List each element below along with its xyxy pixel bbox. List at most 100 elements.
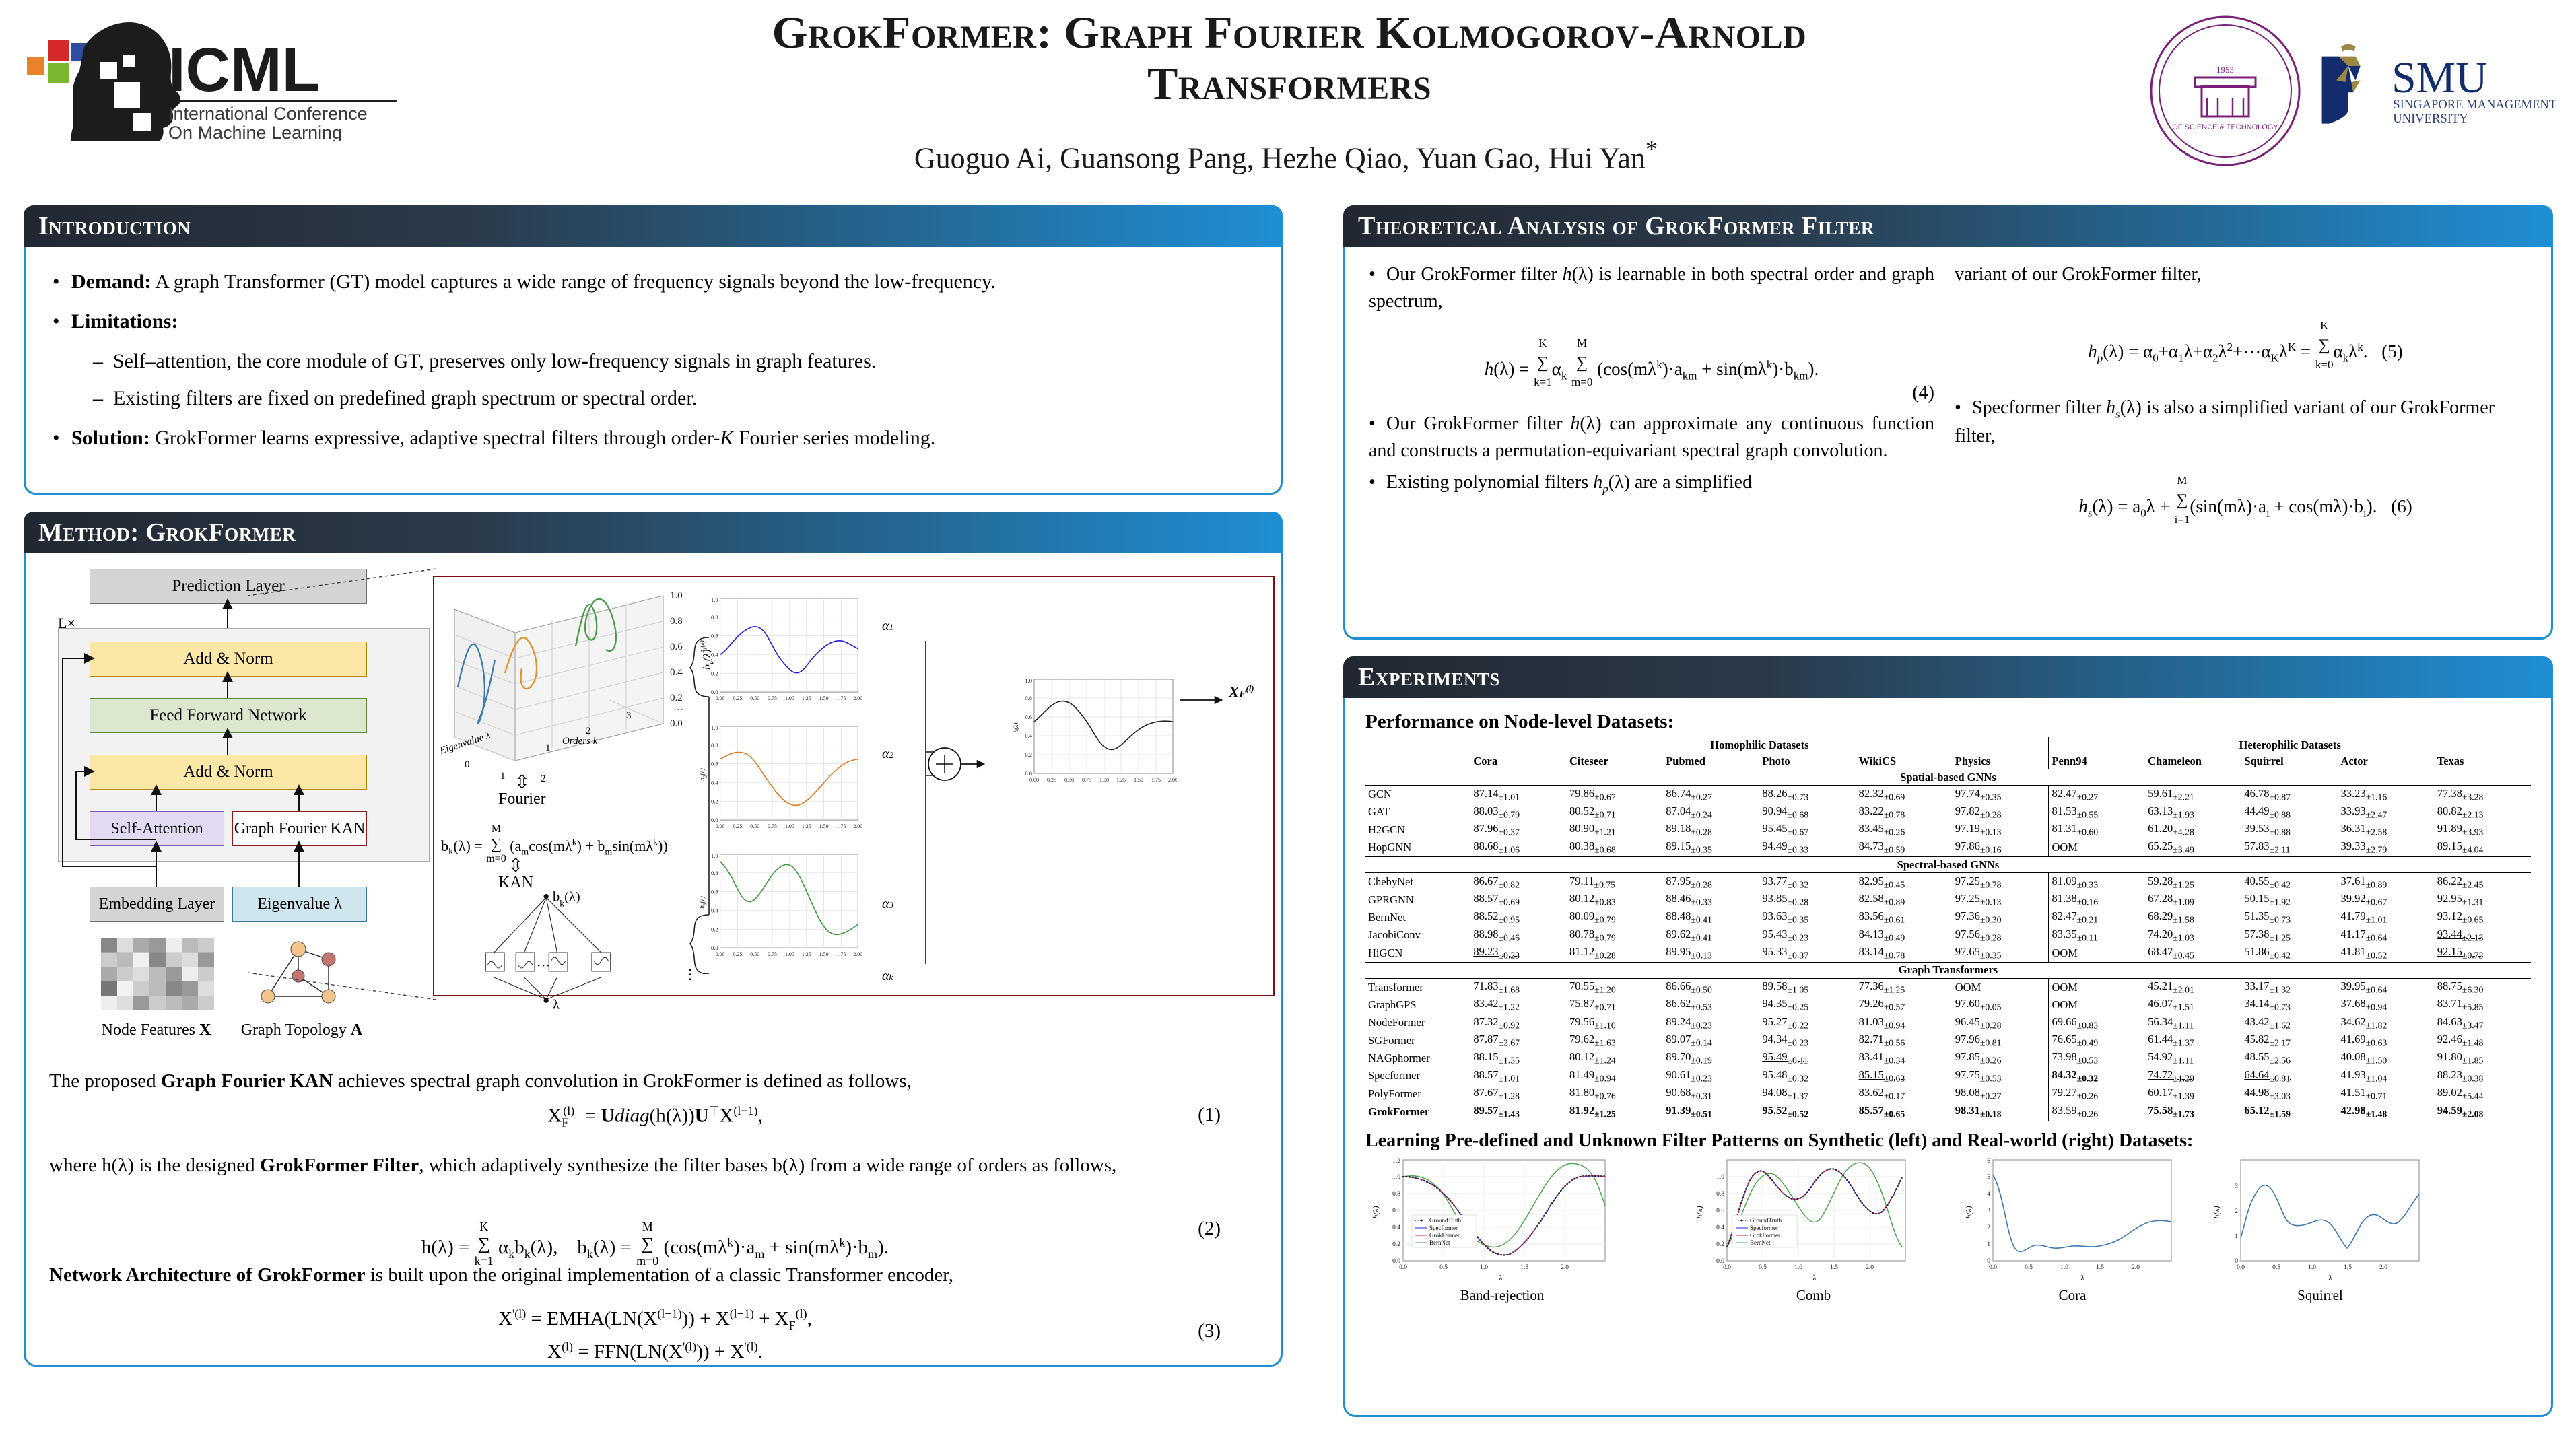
svg-text:0.75: 0.75 [768,695,777,701]
svg-text:1.00: 1.00 [785,823,794,829]
svg-text:UNIVERSITY: UNIVERSITY [2393,112,2468,126]
svg-text:h(λ): h(λ) [1965,1206,1973,1218]
svg-text:0.8: 0.8 [1716,1191,1724,1198]
svg-text:1.00: 1.00 [1099,777,1109,783]
svg-text:1.00: 1.00 [785,695,794,701]
svg-text:0.8: 0.8 [1392,1191,1400,1198]
svg-text:1.25: 1.25 [802,823,811,829]
svg-text:1.5: 1.5 [1520,1264,1528,1271]
svg-text:0.0: 0.0 [1723,1264,1731,1271]
svg-text:1.0: 1.0 [2060,1264,2068,1271]
svg-text:1.0: 1.0 [711,724,718,731]
svg-text:BernNet: BernNet [1429,1239,1450,1246]
svg-text:2: 2 [1987,1224,1990,1231]
svg-text:1.25: 1.25 [802,951,811,957]
svg-text:3: 3 [1987,1208,1990,1214]
svg-text:0.8: 0.8 [711,614,718,621]
svg-text:0.0: 0.0 [1025,770,1032,777]
svg-text:1.0: 1.0 [670,590,683,601]
svg-text:0.5: 0.5 [1439,1264,1448,1271]
svg-text:1953: 1953 [2216,65,2234,75]
svg-text:λ: λ [2328,1273,2332,1282]
svg-text:0.6: 0.6 [1025,714,1032,720]
svg-text:1.2: 1.2 [1392,1158,1400,1165]
svg-text:0.2: 0.2 [711,926,718,932]
svg-text:1.75: 1.75 [836,823,846,829]
svg-text:0.5: 0.5 [1759,1264,1767,1271]
svg-text:1.50: 1.50 [1134,777,1143,783]
svg-text:3: 3 [2235,1183,2238,1190]
svg-text:0.4: 0.4 [1716,1224,1724,1231]
svg-text:1.0: 1.0 [2308,1264,2316,1271]
svg-text:GroundTruth: GroundTruth [1750,1217,1782,1224]
svg-text:International Conference: International Conference [168,104,368,124]
svg-text:λ: λ [1812,1273,1816,1282]
svg-text:0.50: 0.50 [750,695,759,701]
svg-text:OF SCIENCE & TECHNOLOGY: OF SCIENCE & TECHNOLOGY [2172,123,2278,131]
svg-text:5: 5 [1987,1174,1990,1181]
svg-text:3: 3 [626,710,632,721]
svg-text:0.2: 0.2 [711,670,718,677]
svg-text:0.75: 0.75 [768,951,777,957]
svg-text:0.0: 0.0 [711,689,718,695]
svg-text:Specformer: Specformer [1429,1224,1458,1231]
svg-text:h(λ): h(λ) [1371,1206,1380,1218]
svg-text:SINGAPORE MANAGEMENT: SINGAPORE MANAGEMENT [2393,98,2557,112]
svg-text:b2(λ): b2(λ) [699,768,708,781]
svg-text:0.25: 0.25 [733,951,742,957]
svg-text:2.00: 2.00 [1168,777,1177,783]
svg-text:SMU: SMU [2392,53,2487,102]
svg-text:0.6: 0.6 [711,889,718,895]
svg-text:On Machine Learning: On Machine Learning [168,123,342,141]
svg-text:1: 1 [1987,1241,1990,1248]
svg-text:h(λ): h(λ) [1695,1206,1704,1218]
svg-text:ICML: ICML [168,36,320,104]
svg-text:GroundTruth: GroundTruth [1429,1217,1462,1224]
svg-text:0.4: 0.4 [711,779,718,786]
svg-text:0.0: 0.0 [1399,1264,1407,1271]
svg-text:1.5: 1.5 [2096,1264,2104,1271]
svg-text:1.0: 1.0 [711,596,718,603]
svg-text:0.0: 0.0 [1989,1264,1997,1271]
svg-text:0.0: 0.0 [711,944,718,951]
svg-text:1.5: 1.5 [2344,1264,2352,1271]
svg-text:GrokFormer: GrokFormer [1429,1232,1460,1239]
svg-text:0.75: 0.75 [768,823,777,829]
svg-text:2.00: 2.00 [853,823,862,829]
svg-text:1.0: 1.0 [711,852,718,859]
svg-text:0.8: 0.8 [670,616,683,627]
svg-text:1: 1 [2235,1233,2238,1240]
svg-text:h(λ): h(λ) [1013,722,1020,732]
svg-text:0.0: 0.0 [2237,1264,2245,1271]
svg-text:2.0: 2.0 [2379,1264,2387,1271]
svg-text:BernNet: BernNet [1750,1239,1771,1246]
svg-text:2: 2 [586,726,591,736]
svg-text:0.8: 0.8 [711,870,718,876]
svg-text:b3(λ): b3(λ) [699,896,708,909]
svg-text:λ: λ [553,997,560,1012]
svg-text:0.0: 0.0 [670,718,683,729]
svg-text:0.5: 0.5 [2272,1264,2280,1271]
svg-text:0.2: 0.2 [711,798,718,804]
svg-text:1.25: 1.25 [802,695,811,701]
svg-text:0.00: 0.00 [1029,777,1039,783]
svg-text:0.6: 0.6 [711,633,718,640]
svg-text:0.4: 0.4 [1025,732,1032,739]
svg-text:λ: λ [2080,1273,2084,1282]
svg-text:0.50: 0.50 [750,951,759,957]
svg-text:0.8: 0.8 [1025,695,1032,701]
svg-text:2.0: 2.0 [1561,1264,1569,1271]
svg-text:0.50: 0.50 [750,823,759,829]
svg-text:0.00: 0.00 [716,695,725,701]
svg-text:0.8: 0.8 [711,742,718,749]
svg-text:1.0: 1.0 [1480,1264,1488,1271]
svg-text:2: 2 [2235,1208,2238,1215]
svg-text:0.25: 0.25 [1047,777,1056,783]
svg-text:0.00: 0.00 [716,823,725,829]
svg-text:1.50: 1.50 [819,951,829,957]
svg-text:0.5: 0.5 [2025,1264,2033,1271]
svg-text:0.4: 0.4 [670,667,683,678]
svg-text:0.6: 0.6 [670,642,683,652]
svg-text:1.50: 1.50 [819,695,829,701]
svg-text:…: … [536,954,550,970]
